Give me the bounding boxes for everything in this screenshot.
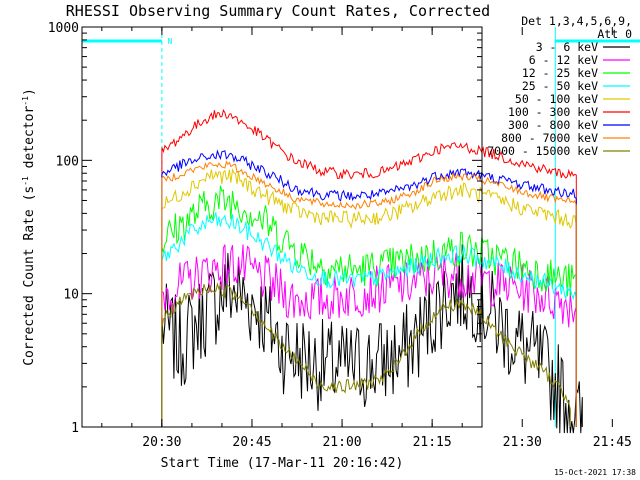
legend-label-4: 50 - 100 keV — [515, 92, 598, 106]
tick-layer: 20:30 20:45 21:00 21:15 21:30 21:45 1 10 100 1000 — [48, 21, 632, 450]
legend-label-7: 800 - 7000 keV — [501, 131, 598, 145]
legend-label-6: 300 - 800 keV — [508, 118, 598, 132]
x-tick-label-5: 21:45 — [593, 435, 632, 450]
x-axis-label: Start Time (17-Mar-11 20:16:42) — [161, 456, 404, 471]
series-line-1 — [161, 244, 577, 427]
legend-label-8: 7000 - 15000 keV — [487, 144, 598, 158]
legend-label-0: 3 - 6 keV — [536, 40, 598, 54]
legend-label-1: 6 - 12 keV — [529, 53, 598, 67]
series-line-6 — [161, 149, 577, 427]
series-line-4 — [161, 168, 577, 427]
series-line-8 — [161, 282, 571, 427]
y-tick-label-1: 10 — [63, 288, 79, 303]
flag-bar-label: N — [167, 37, 172, 46]
chart-title: RHESSI Observing Summary Count Rates, Co… — [66, 2, 490, 20]
x-tick-label-4: 21:30 — [503, 435, 542, 450]
series-layer — [161, 109, 583, 434]
x-tick-label-1: 20:45 — [232, 435, 271, 450]
series-line-0 — [161, 244, 583, 434]
x-tick-label-3: 21:15 — [413, 435, 452, 450]
footer-timestamp: 15-Oct-2021 17:38 — [554, 468, 636, 477]
x-tick-label-2: 21:00 — [322, 435, 361, 450]
series-line-3 — [161, 212, 577, 427]
legend-label-2: 12 - 25 keV — [522, 66, 598, 80]
x-tick-label-0: 20:30 — [142, 435, 181, 450]
series-line-7 — [161, 160, 577, 427]
y-tick-label-3: 1000 — [48, 21, 79, 36]
series-line-5 — [161, 109, 577, 427]
legend-header-line-1: Det 1,3,4,5,6,9, — [521, 14, 632, 28]
y-tick-label-0: 1 — [71, 421, 79, 436]
y-tick-label-2: 100 — [56, 154, 79, 169]
legend-label-5: 100 - 300 keV — [508, 105, 598, 119]
legend-header-line-2: Att 0 — [597, 27, 632, 41]
legend-label-3: 25 - 50 keV — [522, 79, 598, 93]
y-axis-label: Corrected Count Rate (s-1 detector-1) — [21, 88, 37, 366]
